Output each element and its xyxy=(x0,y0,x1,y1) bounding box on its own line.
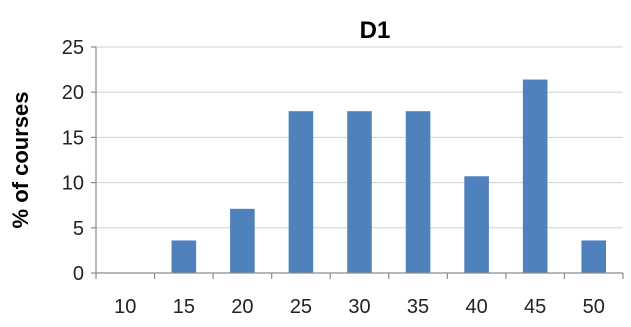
bar-45 xyxy=(522,79,548,273)
bar-15 xyxy=(171,240,197,273)
y-tick-label: 15 xyxy=(62,127,84,149)
x-tick-label: 40 xyxy=(465,296,487,318)
x-tick-label: 45 xyxy=(524,296,546,318)
y-tick-label: 10 xyxy=(62,173,84,195)
bars xyxy=(171,79,607,274)
x-tick-label: 20 xyxy=(231,296,253,318)
y-tick-label: 0 xyxy=(73,263,84,285)
chart-title: D1 xyxy=(360,17,391,44)
bar-50 xyxy=(581,240,607,273)
x-tick-label: 10 xyxy=(114,296,136,318)
y-tick-label: 25 xyxy=(62,37,84,59)
bar-20 xyxy=(230,208,255,273)
axes xyxy=(91,46,624,279)
x-tick-label: 50 xyxy=(583,296,605,318)
bar-35 xyxy=(405,111,431,274)
x-tick-labels: 10 15 20 25 30 35 40 45 50 xyxy=(114,296,605,318)
bar-30 xyxy=(347,111,372,274)
y-tick-labels: 0 5 10 15 20 25 xyxy=(62,37,84,285)
bar-25 xyxy=(288,111,314,274)
y-tick-label: 20 xyxy=(62,82,84,104)
x-tick-label: 15 xyxy=(173,296,195,318)
x-tick-label: 25 xyxy=(290,296,312,318)
y-tick-label: 5 xyxy=(73,218,84,240)
bar-40 xyxy=(464,176,489,273)
x-tick-label: 35 xyxy=(407,296,429,318)
x-tick-label: 30 xyxy=(348,296,370,318)
y-axis-label: % of courses xyxy=(8,92,33,229)
